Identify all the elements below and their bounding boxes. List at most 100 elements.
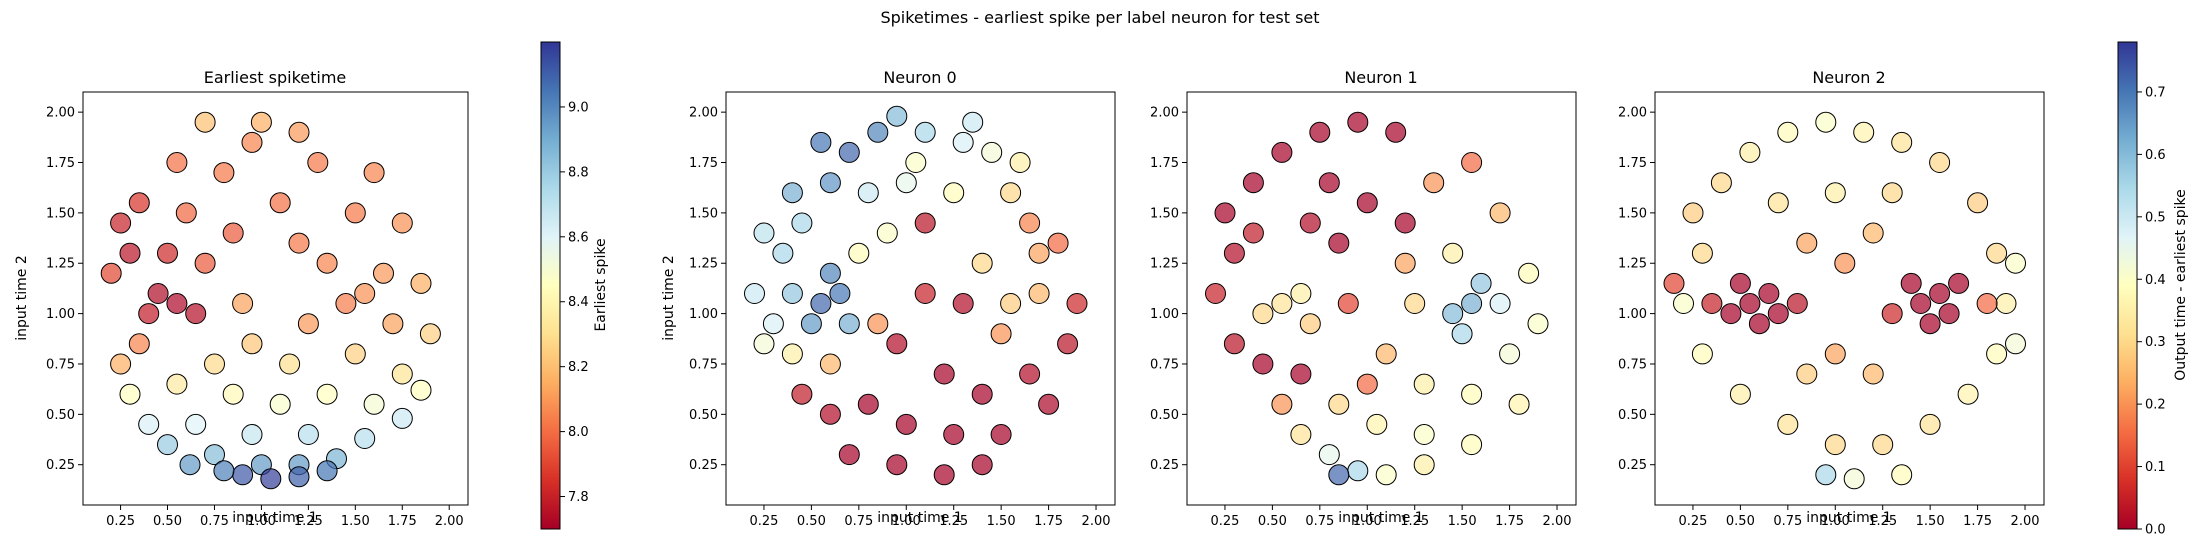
scatter-point: [232, 464, 254, 486]
scatter-point: [1967, 192, 1989, 214]
scatter-point: [1451, 323, 1473, 345]
scatter-point: [363, 393, 385, 415]
colorbar-tick-label: 0.1: [2145, 460, 2166, 475]
scatter-point: [1758, 283, 1780, 304]
scatter-point: [819, 262, 841, 284]
x-tick-label: 2.00: [435, 514, 464, 529]
figure-suptitle: Spiketimes - earliest spike per label ne…: [880, 8, 1319, 27]
y-tick-label: 0.50: [1150, 408, 1179, 423]
scatter-point: [1299, 212, 1321, 234]
scatter-point: [1862, 363, 1884, 385]
scatter-point: [1891, 464, 1913, 486]
scatter-point: [1290, 283, 1312, 304]
scatter-point: [1000, 293, 1022, 314]
scatter-point: [1957, 383, 1979, 405]
scatter-point: [1691, 242, 1713, 264]
x-tick-label: 0.25: [1678, 514, 1707, 529]
colorbar-tick-label: 8.2: [568, 360, 589, 375]
scatter-point: [772, 242, 794, 264]
colorbar-label: Earliest spike: [593, 238, 609, 331]
scatter-points: [1205, 111, 1549, 486]
scatter-point: [1271, 293, 1293, 314]
scatter-point: [1309, 121, 1331, 143]
scatter-point: [316, 252, 338, 274]
scatter-point: [157, 434, 178, 456]
y-tick-label: 0.25: [46, 458, 75, 473]
y-tick-label: 1.50: [1150, 206, 1179, 221]
scatter-point: [1986, 242, 2008, 264]
scatter-point: [1739, 141, 1761, 163]
scatter-point: [410, 379, 432, 401]
scatter-point: [943, 424, 965, 445]
scatter-point: [1271, 141, 1293, 163]
scatter-point: [1214, 202, 1236, 224]
scatter-point: [1919, 313, 1941, 335]
scatter-point: [867, 121, 889, 143]
scatter-point: [1347, 460, 1369, 482]
y-tick-label: 0.50: [46, 408, 75, 423]
scatter-point: [819, 353, 841, 375]
scatter-point: [316, 383, 338, 405]
scatter-point: [829, 283, 851, 304]
x-tick-label: 1.50: [341, 514, 370, 529]
scatter-point: [138, 303, 160, 325]
scatter-point: [269, 393, 291, 415]
scatter-point: [288, 121, 310, 143]
x-tick-label: 1.25: [939, 514, 968, 529]
scatter-point: [1470, 272, 1492, 294]
scatter-point: [1413, 454, 1435, 476]
scatter-point: [1019, 363, 1041, 385]
scatter-point: [810, 293, 832, 314]
scatter-point: [204, 444, 225, 466]
scatter-point: [354, 428, 376, 449]
scatter-point: [363, 162, 385, 184]
x-tick-label: 2.00: [1082, 514, 1111, 529]
colorbar-tick-label: 8.8: [568, 165, 589, 180]
scatter-point: [1461, 293, 1483, 314]
scatter-point: [943, 182, 965, 204]
scatter-point: [905, 152, 927, 173]
scatter-point: [391, 407, 413, 429]
scatter-point: [166, 293, 188, 314]
x-tick-label: 1.75: [1963, 514, 1992, 529]
scatter-point: [1385, 121, 1407, 143]
scatter-point: [886, 105, 908, 127]
scatter-point: [1815, 464, 1837, 486]
scatter-point: [933, 464, 955, 486]
scatter-point: [1919, 413, 1941, 435]
scatter-point: [2005, 333, 2026, 355]
scatter-point: [1489, 202, 1511, 224]
scatter-point: [232, 293, 254, 314]
scatter-point: [213, 460, 235, 482]
scatter-point: [222, 222, 244, 244]
scatter-point: [753, 333, 775, 355]
scatter-point: [886, 454, 908, 476]
scatter-point: [297, 424, 319, 445]
panel-neuron-0: Neuron 0 0.25 0.50 0.75 1.00 1.25 1.50 1.75 2.0…: [661, 68, 1116, 529]
scatter-point: [288, 232, 310, 254]
colorbar-tick-label: 9.0: [568, 100, 589, 115]
scatter-point: [895, 413, 917, 435]
scatter-point: [1527, 313, 1549, 335]
scatter-point: [1413, 424, 1435, 445]
scatter-point: [1739, 293, 1761, 314]
x-tick-label: 0.50: [1258, 514, 1287, 529]
plot-frame: [1654, 91, 2045, 506]
x-axis-ticks: 0.25 0.50 0.75 1.00 1.25 1.50 1.75 2.00: [749, 505, 1111, 529]
x-tick-label: 1.00: [1353, 514, 1382, 529]
scatter-point: [838, 444, 860, 466]
x-tick-label: 1.00: [247, 514, 276, 529]
scatter-point: [762, 313, 784, 335]
x-axis-label: input time 1: [1806, 510, 1891, 526]
x-tick-label: 1.75: [1034, 514, 1063, 529]
scatter-point: [147, 283, 169, 304]
y-tick-label: 0.25: [1618, 458, 1647, 473]
scatter-point: [391, 363, 413, 385]
scatter-point: [279, 353, 301, 375]
scatter-point: [1461, 434, 1483, 456]
scatter-point: [1796, 232, 1818, 254]
scatter-point: [1290, 363, 1312, 385]
scatter-point: [1009, 152, 1031, 173]
scatter-point: [914, 212, 936, 234]
